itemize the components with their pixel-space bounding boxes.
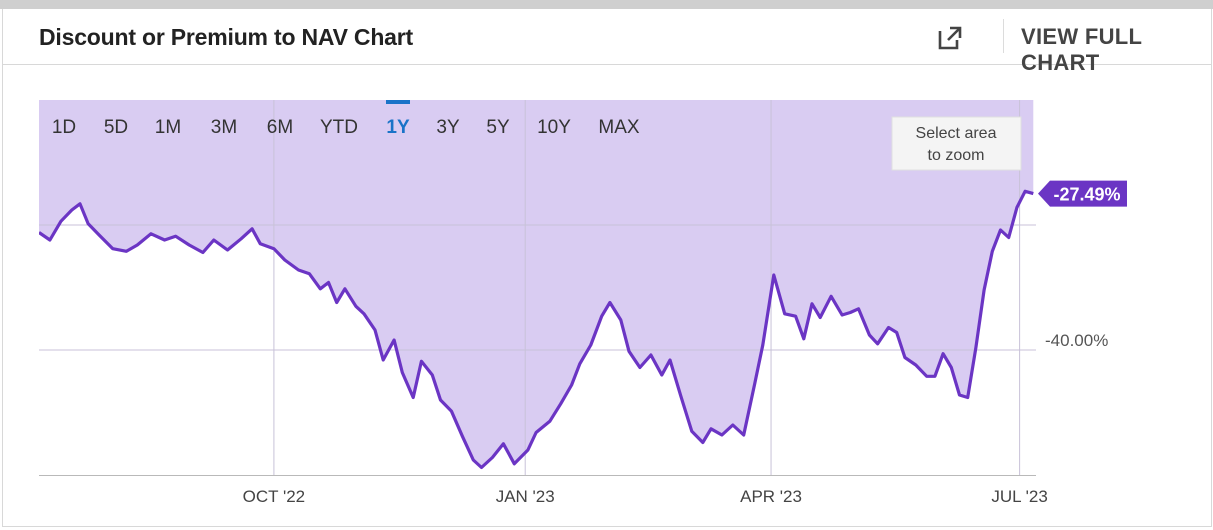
external-link-icon[interactable] — [937, 25, 963, 51]
svg-text:3Y: 3Y — [436, 117, 460, 138]
header-divider — [1003, 19, 1004, 53]
y-tick-label: -40.00% — [1045, 331, 1108, 350]
card-header: Discount or Premium to NAV Chart VIEW FU… — [3, 9, 1211, 75]
range-button-3m[interactable]: 3M — [211, 117, 237, 138]
range-button-10y[interactable]: 10Y — [537, 117, 571, 138]
range-button-1m[interactable]: 1M — [155, 117, 181, 138]
svg-text:5Y: 5Y — [486, 117, 510, 138]
svg-text:1Y: 1Y — [386, 117, 410, 138]
range-button-5d[interactable]: 5D — [104, 117, 128, 138]
svg-text:6M: 6M — [267, 117, 293, 138]
range-button-6m[interactable]: 6M — [267, 117, 293, 138]
svg-text:1D: 1D — [52, 117, 76, 138]
svg-text:1M: 1M — [155, 117, 181, 138]
selected-range-indicator — [386, 100, 410, 104]
x-tick-label: JUL '23 — [991, 487, 1047, 506]
x-tick-label: APR '23 — [740, 487, 802, 506]
range-button-5y[interactable]: 5Y — [486, 117, 510, 138]
series-area-fill — [39, 100, 1034, 468]
svg-text:5D: 5D — [104, 117, 128, 138]
top-accent-bar — [0, 0, 1213, 9]
zoom-hint-line-1: Select area — [916, 125, 997, 142]
svg-text:YTD: YTD — [320, 117, 358, 138]
svg-text:MAX: MAX — [598, 117, 640, 138]
x-tick-label: JAN '23 — [496, 487, 555, 506]
chart-title: Discount or Premium to NAV Chart — [39, 24, 413, 50]
range-button-max[interactable]: MAX — [598, 117, 640, 138]
range-button-ytd[interactable]: YTD — [320, 117, 358, 138]
current-value-badge: -27.49% — [1038, 180, 1127, 207]
view-full-chart-button[interactable]: VIEW FULL CHART — [1021, 24, 1142, 75]
current-value-label: -27.49% — [1053, 185, 1120, 205]
svg-text:3M: 3M — [211, 117, 237, 138]
x-tick-label: OCT '22 — [243, 487, 305, 506]
range-button-1d[interactable]: 1D — [52, 117, 76, 138]
zoom-hint-line-2: to zoom — [928, 147, 985, 164]
range-button-3y[interactable]: 3Y — [436, 117, 460, 138]
range-button-1y[interactable]: 1Y — [386, 100, 410, 138]
series-line — [39, 189, 1034, 470]
zoom-hint-box: Select area to zoom — [891, 116, 1022, 171]
svg-text:10Y: 10Y — [537, 117, 571, 138]
